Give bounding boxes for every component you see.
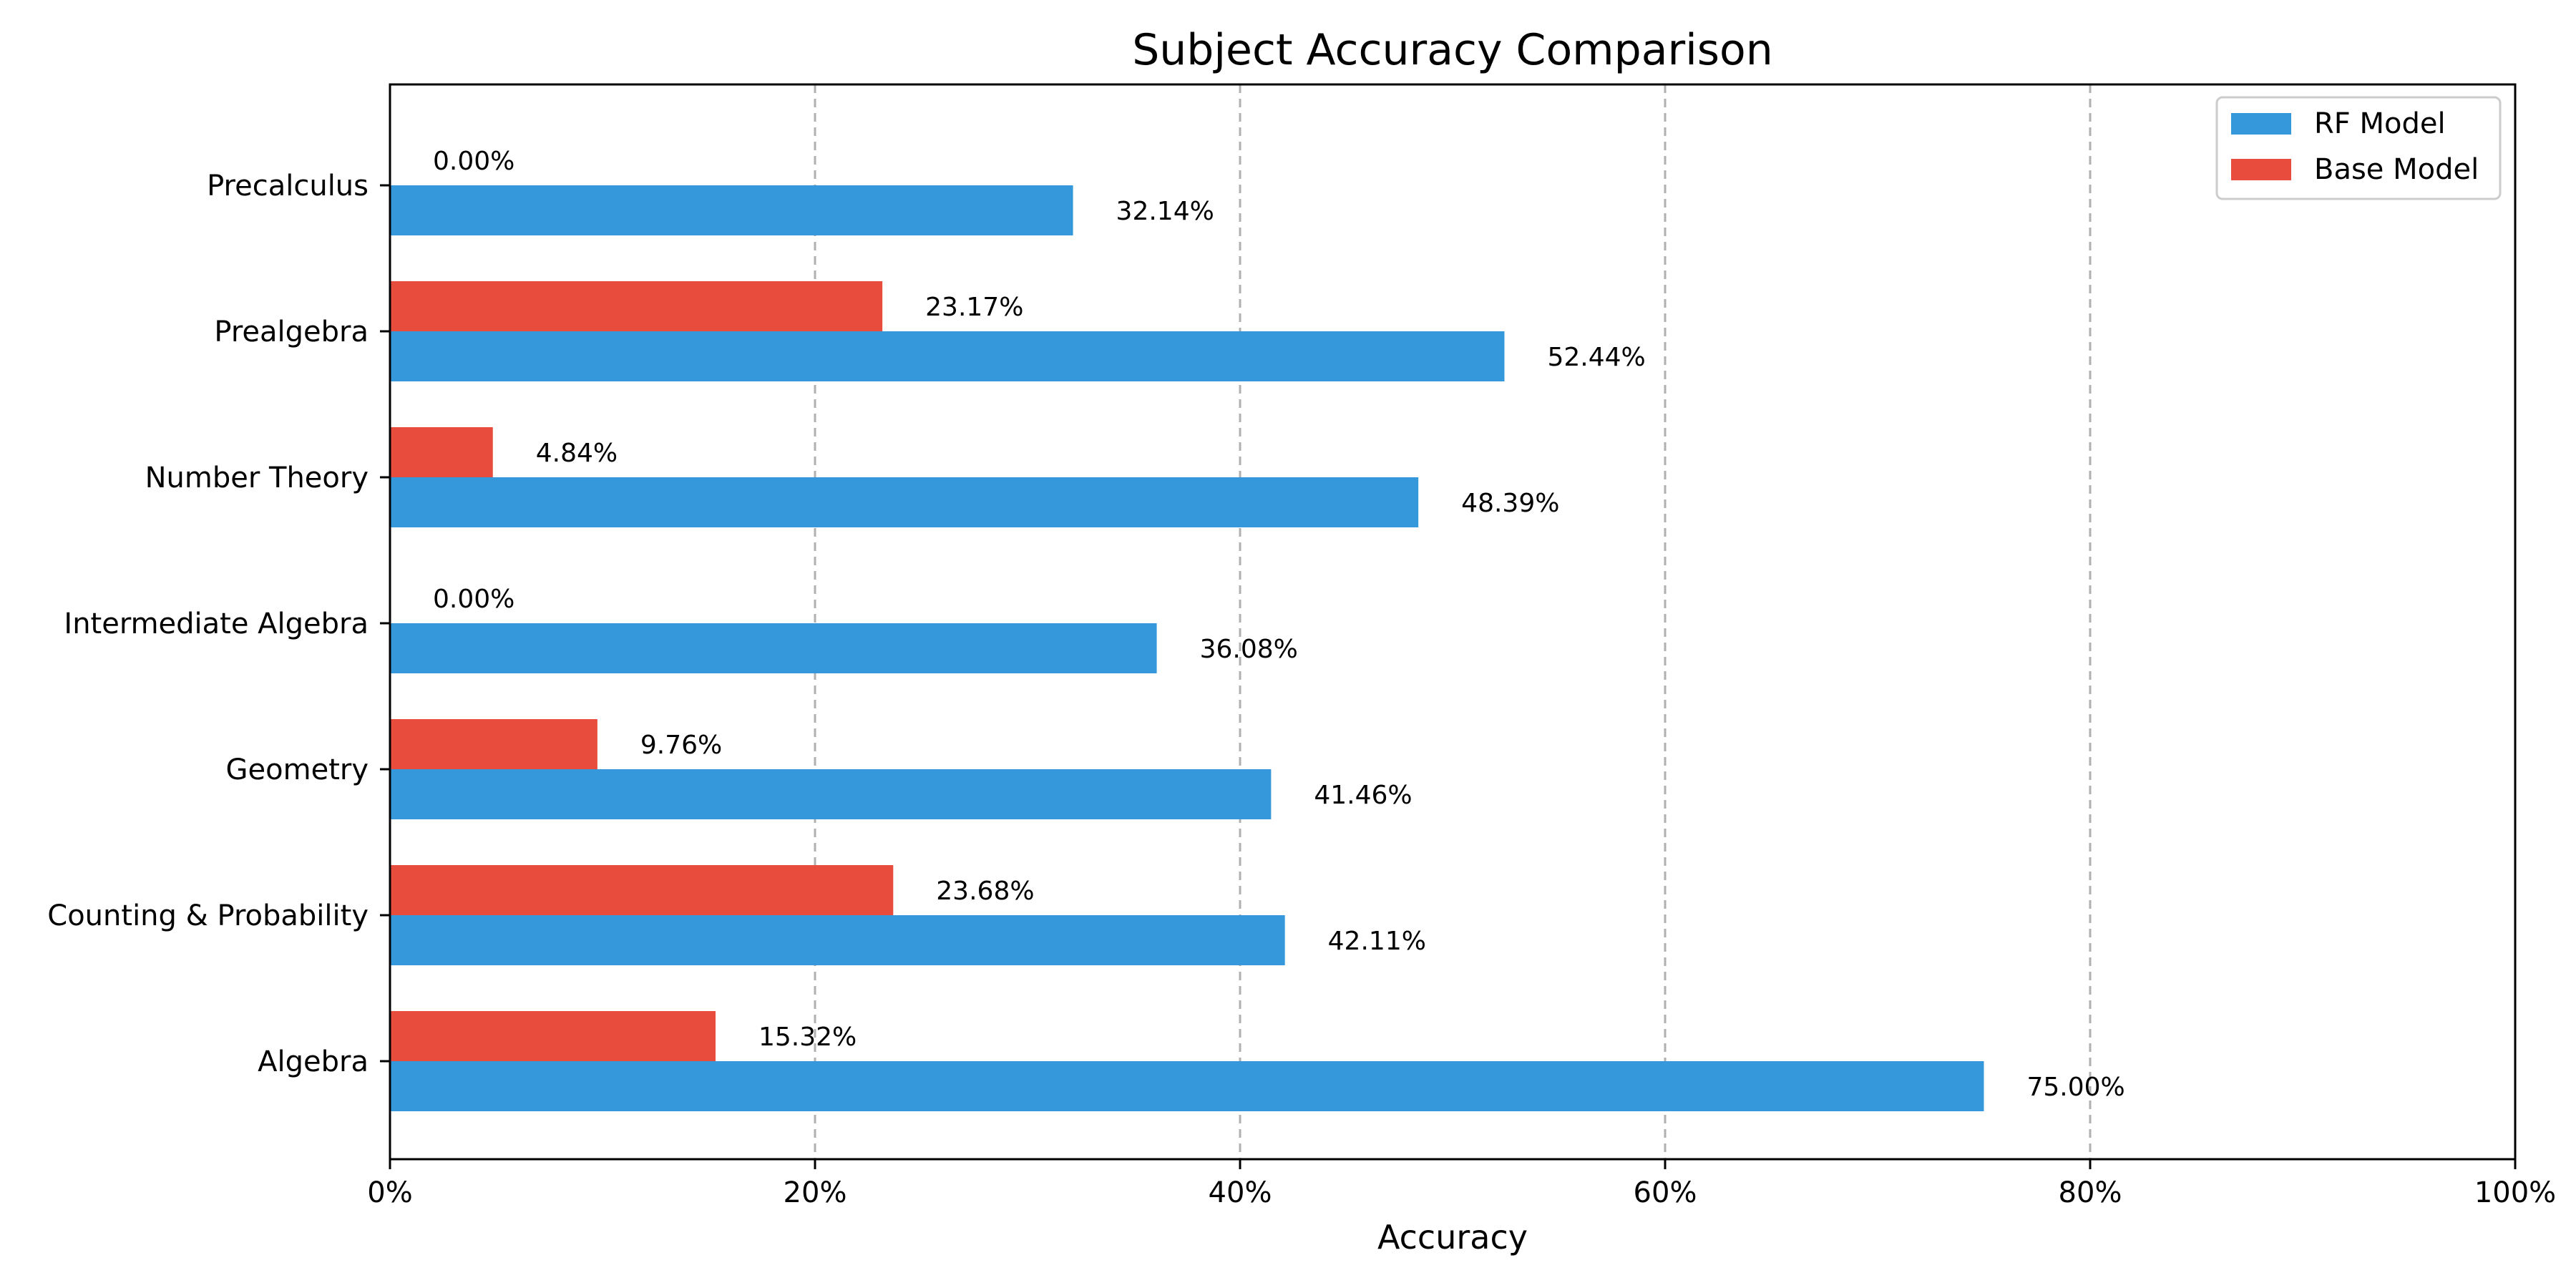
base-model-bar [390, 281, 883, 331]
data-label: 75.00% [2027, 1073, 2125, 1102]
rf-model-bar [390, 1061, 1984, 1111]
y-tick-label: Counting & Probability [47, 899, 369, 932]
y-tick-label: Algebra [258, 1045, 369, 1078]
y-tick-label: Geometry [226, 753, 369, 786]
axes-layer [389, 83, 2517, 1161]
chart-title: Subject Accuracy Comparison [1132, 25, 1773, 75]
legend-swatch-rf-model [2231, 113, 2291, 135]
plot-frame [389, 83, 2517, 1161]
data-label: 36.08% [1200, 635, 1298, 664]
rf-model-bar [390, 331, 1505, 381]
data-label: 48.39% [1461, 489, 1559, 518]
data-label: 0.00% [433, 585, 514, 614]
rf-model-bar [390, 185, 1073, 235]
x-tick-label: 0% [367, 1176, 412, 1209]
x-tick-label: 100% [2474, 1176, 2556, 1209]
x-tick-label: 80% [2059, 1176, 2122, 1209]
ticks-layer: 0% 20% 40% 60% 80% 100% Algebra Counting & Prob… [47, 170, 2556, 1209]
data-label: 32.14% [1116, 197, 1214, 226]
x-tick-label: 40% [1209, 1176, 1272, 1209]
rf-model-bar [390, 623, 1157, 673]
data-label: 9.76% [640, 731, 722, 760]
base-model-bar [390, 865, 894, 915]
data-label: 42.11% [1328, 927, 1426, 956]
base-model-bar [390, 1011, 716, 1061]
legend-label: Base Model [2314, 153, 2479, 186]
base-model-bar [390, 427, 493, 477]
rf-model-bar [390, 915, 1285, 965]
rf-model-bar [390, 477, 1419, 527]
y-tick-label: Prealgebra [214, 316, 369, 348]
rf-model-bar [390, 769, 1272, 819]
data-label: 15.32% [758, 1023, 857, 1052]
bars-layer [390, 185, 1984, 1111]
data-labels-layer: 75.00% 42.11% 41.46% 36.08% 48.39% 52.44% 32.1… [433, 147, 2125, 1102]
data-label: 4.84% [536, 439, 618, 468]
data-label: 23.68% [936, 877, 1034, 906]
data-label: 41.46% [1314, 781, 1412, 810]
y-tick-label: Intermediate Algebra [64, 608, 369, 640]
x-tick-label: 60% [1634, 1176, 1697, 1209]
data-label: 52.44% [1547, 343, 1645, 372]
data-label: 0.00% [433, 147, 514, 176]
grid-layer [814, 84, 2092, 1159]
y-tick-label: Precalculus [207, 170, 369, 203]
legend-label: RF Model [2314, 107, 2446, 140]
legend-swatch-base-model [2231, 159, 2291, 180]
data-label: 23.17% [925, 293, 1023, 322]
x-tick-label: 20% [784, 1176, 847, 1209]
y-tick-label: Number Theory [145, 462, 369, 494]
legend: RF Model Base Model [2215, 96, 2502, 200]
x-axis-label: Accuracy [1377, 1218, 1528, 1257]
base-model-bar [390, 719, 597, 769]
